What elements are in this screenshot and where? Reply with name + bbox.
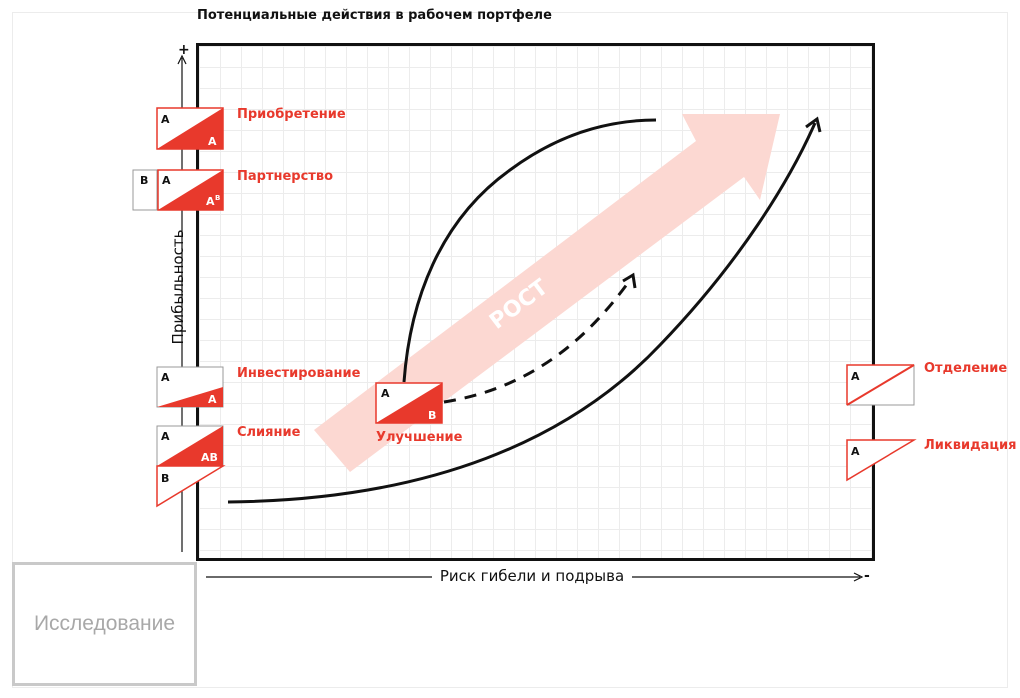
explore-label: Исследование (33, 612, 176, 635)
lower-curve-arrowhead (805, 116, 822, 133)
improvement-bottom-glyph: B (428, 409, 436, 422)
acquisition-icon: A A (156, 107, 224, 150)
y-axis-arrowhead (177, 54, 187, 65)
dashed-curve-arrowhead (622, 272, 637, 289)
improvement-top-glyph: A (381, 387, 390, 400)
merger-label: Слияние (237, 425, 301, 440)
merger-bottom-glyph: B (161, 472, 169, 485)
investing-bottom-glyph: A (208, 393, 217, 406)
partnership-bottom-glyph: A (206, 195, 215, 208)
acquisition-bottom-glyph: A (208, 135, 217, 148)
partnership-top-glyph: A (162, 174, 171, 187)
improvement-label: Улучшение (376, 430, 463, 445)
acquisition-top-glyph: A (161, 113, 170, 126)
merger-icon: A AB B (156, 425, 226, 508)
y-axis-plus-sign: + (178, 42, 190, 58)
page-title: Потенциальные действия в рабочем портфел… (197, 8, 552, 23)
improvement-icon: A B (375, 382, 443, 424)
explore-box: Исследование (12, 562, 197, 686)
investing-label: Инвестирование (237, 366, 361, 381)
acquisition-label: Приобретение (237, 107, 346, 122)
separation-icon: A (846, 364, 915, 406)
lower-growth-curve (227, 122, 817, 504)
upper-curve (402, 118, 657, 383)
x-axis-label: Риск гибели и подрыва (432, 567, 632, 585)
merger-top-glyph: A (161, 430, 170, 443)
separation-top-glyph: A (851, 370, 860, 383)
merger-middle-glyph: AB (201, 451, 218, 464)
x-axis-arrowhead (853, 572, 864, 582)
investing-icon: A A (156, 366, 224, 408)
liquidation-label: Ликвидация (924, 438, 1017, 453)
outer-frame (12, 12, 1008, 688)
partnership-label: Партнерство (237, 169, 333, 184)
liquidation-icon: A (846, 439, 917, 482)
investing-top-glyph: A (161, 371, 170, 384)
partnership-left-glyph: B (140, 174, 148, 187)
separation-label: Отделение (924, 361, 1008, 376)
partnership-icon: B A A B (132, 169, 224, 211)
partnership-bottom-sup: B (215, 194, 220, 202)
liquidation-top-glyph: A (851, 445, 860, 458)
x-axis-minus-sign: - (864, 568, 870, 584)
y-axis-label: Прибыльность (169, 229, 187, 345)
dashed-curve (443, 279, 632, 404)
